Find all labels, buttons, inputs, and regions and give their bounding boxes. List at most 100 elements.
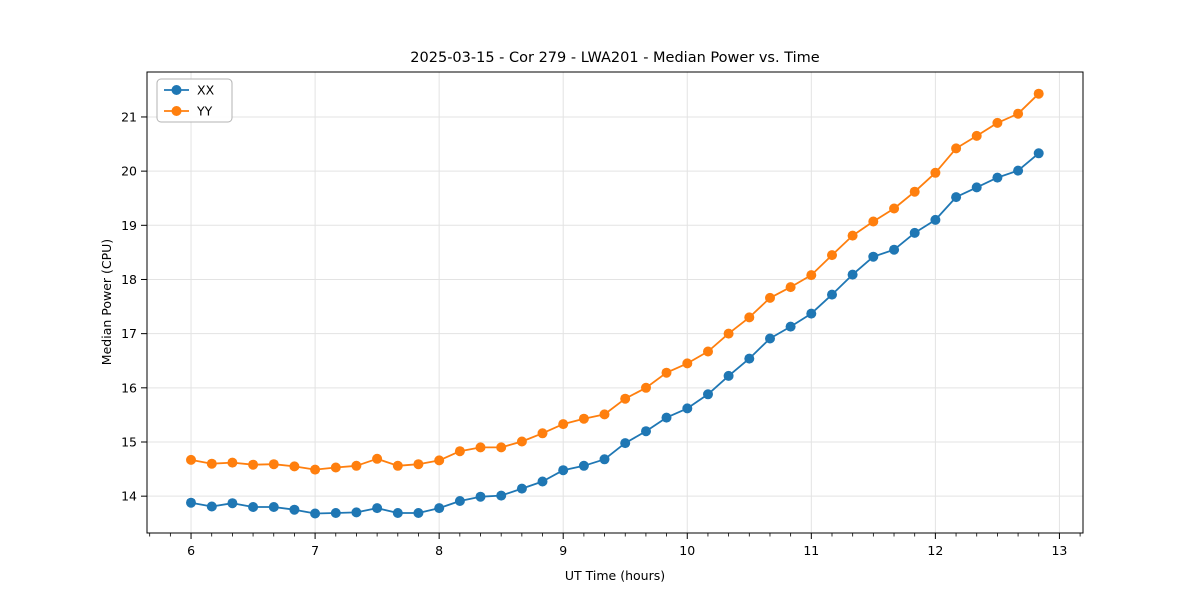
series-yy-marker xyxy=(496,442,507,453)
series-xx-marker xyxy=(578,460,589,471)
series-yy-marker xyxy=(227,457,238,468)
x-tick-label: 7 xyxy=(311,543,319,558)
series-yy-marker xyxy=(475,442,486,453)
series-xx-marker xyxy=(723,370,734,381)
series-xx-marker xyxy=(1013,165,1024,176)
series-yy-marker xyxy=(558,419,569,430)
series-xx-marker xyxy=(661,412,672,423)
legend: XX YY xyxy=(156,78,233,123)
series-xx-marker xyxy=(620,438,631,449)
series-xx-marker xyxy=(537,476,548,487)
series-xx-marker xyxy=(206,501,217,512)
series-yy-marker xyxy=(206,458,217,469)
series-yy-marker xyxy=(392,460,403,471)
series-xx-marker xyxy=(516,483,527,494)
series-xx-marker xyxy=(351,507,362,518)
series-xx-marker xyxy=(785,321,796,332)
series-yy-marker xyxy=(289,461,300,472)
series-yy-marker xyxy=(703,346,713,357)
series-xx-marker xyxy=(392,508,403,518)
legend-label: XX xyxy=(197,83,215,98)
x-tick-label: 12 xyxy=(927,543,943,558)
series-yy-marker xyxy=(785,282,796,293)
y-tick-label: 21 xyxy=(121,109,137,124)
series-xx-marker xyxy=(992,172,1003,183)
legend-box xyxy=(156,78,233,123)
series-xx-marker xyxy=(1033,148,1044,159)
chart-title: 2025-03-15 - Cor 279 - LWA201 - Median P… xyxy=(410,50,819,66)
y-tick-label: 17 xyxy=(121,326,137,341)
series-xx-marker xyxy=(454,496,465,506)
series-xx-marker xyxy=(310,508,321,519)
series-yy-marker xyxy=(537,428,548,439)
series-yy-marker xyxy=(268,459,279,470)
series-yy-marker xyxy=(992,117,1003,128)
series-yy-marker xyxy=(1013,108,1024,119)
series-xx-marker xyxy=(951,192,962,203)
series-xx-marker xyxy=(827,289,837,300)
x-axis-label: UT Time (hours) xyxy=(565,568,665,583)
tick-layer: 6 7 8 9 10 11 12 13 14 15 16 17 18 19 20 21 xyxy=(121,109,1081,558)
series-yy-marker xyxy=(620,393,631,404)
series-yy-marker xyxy=(661,367,672,378)
series-yy-marker xyxy=(351,460,362,471)
series-yy-marker xyxy=(909,186,920,197)
series-yy-marker xyxy=(330,462,341,473)
series-xx-marker xyxy=(268,502,279,512)
series-xx-marker xyxy=(641,426,651,437)
series-yy-marker xyxy=(806,270,817,281)
y-tick-label: 19 xyxy=(121,218,137,233)
grid-layer xyxy=(147,72,1083,533)
x-tick-label: 9 xyxy=(559,543,567,558)
series-xx-marker xyxy=(372,503,383,514)
series-xx-marker xyxy=(496,490,507,501)
series-yy-marker xyxy=(827,250,837,261)
y-tick-label: 16 xyxy=(121,380,137,395)
x-tick-label: 6 xyxy=(187,543,195,558)
y-tick-label: 15 xyxy=(121,434,137,449)
series-yy-marker xyxy=(641,382,651,393)
series-xx-marker xyxy=(971,182,982,193)
series-xx-marker xyxy=(413,508,424,518)
series-yy-marker xyxy=(372,453,383,464)
series-xx-marker xyxy=(930,214,941,225)
series-xx-marker xyxy=(703,389,713,400)
y-axis-label: Median Power (CPU) xyxy=(99,239,114,365)
series-xx-marker xyxy=(744,353,755,364)
series-yy-marker xyxy=(310,464,321,475)
series-xx-marker xyxy=(227,498,238,509)
series-yy-marker xyxy=(186,454,196,465)
series-xx-marker xyxy=(289,504,300,515)
x-tick-label: 11 xyxy=(803,543,819,558)
series-yy-marker xyxy=(413,459,424,470)
series-layer xyxy=(186,88,1044,519)
x-tick-label: 13 xyxy=(1051,543,1067,558)
series-yy-marker xyxy=(1033,88,1044,99)
series-yy-marker xyxy=(868,216,879,227)
y-tick-label: 14 xyxy=(121,489,137,504)
series-xx-marker xyxy=(434,503,445,514)
plot-border xyxy=(146,71,1084,534)
series-xx-marker xyxy=(765,333,775,344)
series-xx-marker xyxy=(599,454,610,465)
series-xx-marker xyxy=(682,403,693,414)
series-yy-marker xyxy=(454,446,465,457)
x-tick-label: 8 xyxy=(435,543,443,558)
series-yy-marker xyxy=(744,312,755,323)
y-tick-label: 20 xyxy=(121,164,137,179)
series-yy-marker xyxy=(889,203,900,214)
legend-swatch-marker xyxy=(171,106,182,116)
series-yy-marker xyxy=(847,230,858,241)
series-xx-marker xyxy=(806,308,817,319)
series-xx-marker xyxy=(248,502,259,512)
series-yy-marker xyxy=(434,455,445,466)
series-yy-marker xyxy=(971,130,982,141)
series-yy-marker xyxy=(578,413,589,424)
series-xx-marker xyxy=(909,227,920,238)
series-yy-marker xyxy=(682,358,693,369)
series-yy-marker xyxy=(765,292,775,303)
y-tick-label: 18 xyxy=(121,272,137,287)
x-tick-label: 10 xyxy=(679,543,695,558)
series-xx-marker xyxy=(847,269,858,280)
